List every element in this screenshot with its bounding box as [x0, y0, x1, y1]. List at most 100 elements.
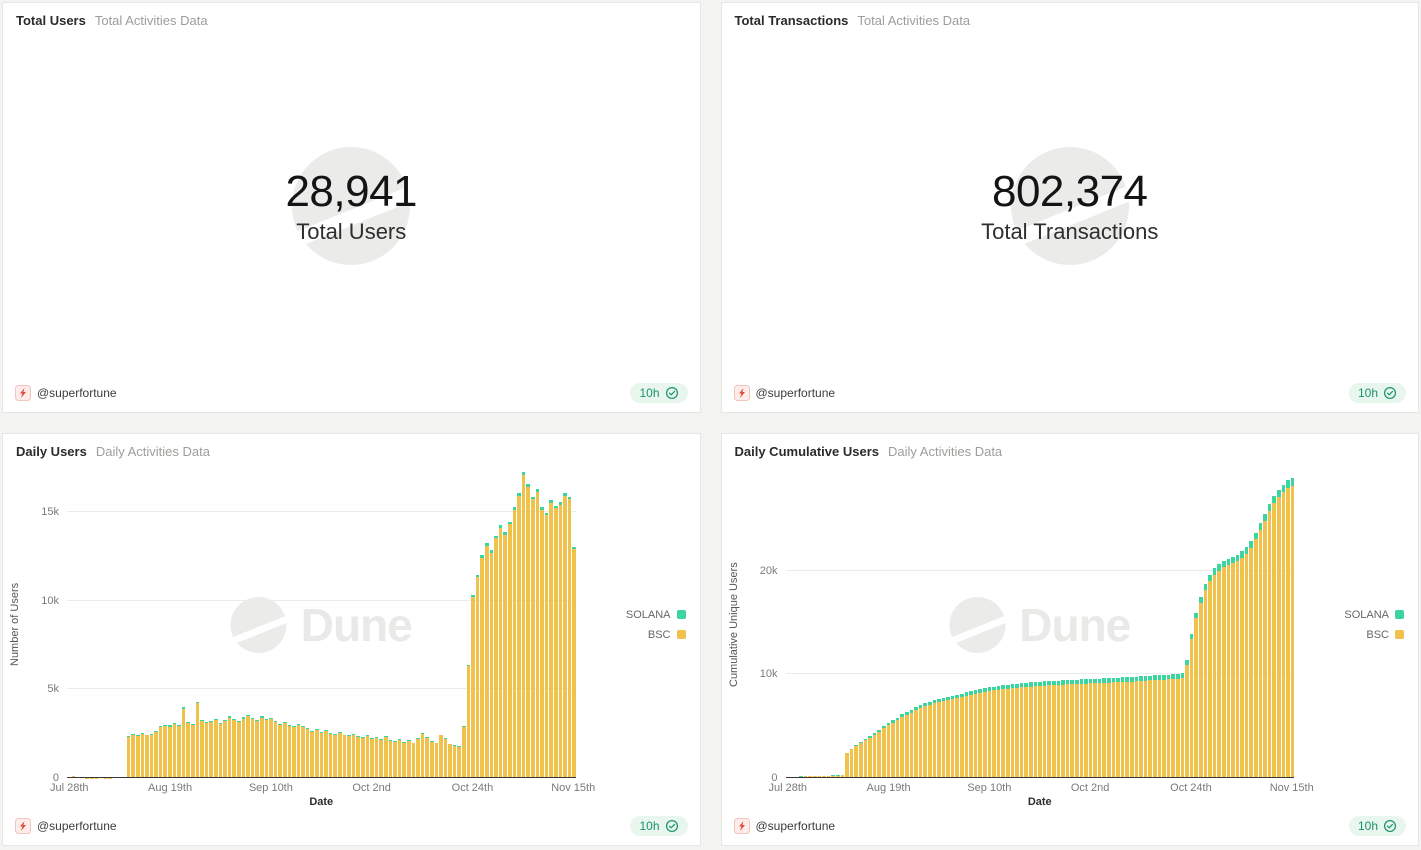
bar[interactable] [1015, 683, 1019, 778]
author-link[interactable]: @superfortune [15, 385, 117, 401]
bar[interactable] [932, 700, 937, 778]
bar[interactable] [868, 736, 872, 778]
bar[interactable] [397, 739, 402, 778]
bar[interactable] [904, 712, 909, 778]
bar[interactable] [1267, 504, 1272, 778]
bar[interactable] [406, 740, 411, 778]
bar[interactable] [1139, 676, 1143, 778]
bar[interactable] [1231, 556, 1235, 778]
bar[interactable] [1226, 558, 1231, 778]
bar[interactable] [895, 717, 900, 778]
bar[interactable] [232, 719, 236, 778]
bar[interactable] [558, 501, 563, 778]
bar[interactable] [978, 689, 983, 778]
bar[interactable] [521, 471, 526, 778]
bar[interactable] [983, 688, 987, 778]
bar[interactable] [351, 733, 356, 778]
bar[interactable] [1157, 675, 1162, 778]
bar[interactable] [296, 723, 301, 778]
bar[interactable] [195, 701, 200, 778]
bar[interactable] [255, 720, 259, 778]
panel-title[interactable]: Daily Users [16, 444, 87, 459]
bar[interactable] [402, 741, 406, 778]
bar[interactable] [1102, 678, 1107, 778]
bar[interactable] [863, 738, 868, 778]
bar[interactable] [1166, 674, 1171, 778]
bar[interactable] [840, 775, 845, 778]
bar[interactable] [941, 697, 946, 778]
bar[interactable] [439, 734, 443, 778]
bar[interactable] [1143, 675, 1148, 778]
legend-item-bsc[interactable]: BSC [1366, 629, 1404, 641]
bar[interactable] [1212, 568, 1217, 778]
bar[interactable] [140, 732, 145, 778]
bar[interactable] [1290, 478, 1295, 778]
panel-title[interactable]: Total Users [16, 13, 86, 28]
refresh-badge[interactable]: 10h [630, 383, 688, 403]
bar[interactable] [512, 507, 517, 778]
bar[interactable] [1254, 532, 1258, 778]
bar[interactable] [1134, 676, 1139, 778]
bar[interactable] [452, 745, 457, 778]
bar[interactable] [214, 719, 218, 778]
bar[interactable] [301, 725, 305, 778]
bar[interactable] [1019, 683, 1024, 778]
bar[interactable] [992, 686, 996, 778]
bar[interactable] [154, 730, 158, 778]
bar[interactable] [393, 740, 397, 778]
bar[interactable] [881, 726, 886, 778]
bar[interactable] [246, 714, 250, 778]
bar[interactable] [1061, 680, 1065, 778]
bar[interactable] [177, 724, 181, 778]
bar[interactable] [429, 740, 434, 778]
bar[interactable] [826, 775, 831, 778]
bar[interactable] [1194, 612, 1198, 778]
bar[interactable] [273, 721, 278, 778]
bar[interactable] [485, 542, 489, 778]
bar[interactable] [927, 701, 932, 778]
bar[interactable] [191, 723, 195, 778]
bar[interactable] [425, 737, 429, 778]
bar[interactable] [503, 532, 507, 778]
legend-item-bsc[interactable]: BSC [648, 629, 686, 641]
bar[interactable] [1111, 677, 1116, 778]
bar[interactable] [859, 742, 863, 778]
bar[interactable] [1125, 677, 1130, 778]
bar[interactable] [480, 555, 485, 778]
bar[interactable] [1116, 677, 1120, 778]
bar[interactable] [315, 729, 319, 778]
bar[interactable] [1042, 681, 1047, 778]
bar[interactable] [131, 733, 135, 778]
bar[interactable] [383, 736, 388, 778]
bar[interactable] [544, 512, 549, 778]
bar[interactable] [508, 521, 512, 778]
bar[interactable] [526, 484, 530, 778]
bar[interactable] [305, 728, 310, 778]
bar[interactable] [1263, 513, 1267, 778]
bar[interactable] [218, 722, 223, 778]
bar[interactable] [292, 726, 296, 778]
bar[interactable] [181, 707, 186, 778]
bar[interactable] [471, 594, 475, 778]
bar[interactable] [540, 507, 544, 778]
bar[interactable] [553, 505, 558, 778]
bar[interactable] [1281, 484, 1286, 778]
bar[interactable] [836, 775, 840, 778]
bar[interactable] [854, 745, 858, 778]
bar[interactable] [950, 695, 955, 778]
bar[interactable] [918, 705, 923, 778]
bar[interactable] [877, 730, 881, 778]
bar[interactable] [1084, 679, 1088, 778]
bar[interactable] [1175, 674, 1180, 778]
bar[interactable] [1038, 681, 1042, 778]
bar[interactable] [535, 489, 540, 778]
bar[interactable] [443, 738, 448, 778]
bar[interactable] [186, 721, 191, 778]
bar[interactable] [900, 714, 904, 778]
legend-item-solana[interactable]: SOLANA [626, 609, 686, 621]
bar[interactable] [1235, 554, 1240, 778]
bar[interactable] [1189, 633, 1194, 778]
bar[interactable] [1272, 496, 1277, 778]
legend-item-solana[interactable]: SOLANA [1344, 609, 1404, 621]
bar[interactable] [1033, 682, 1038, 778]
